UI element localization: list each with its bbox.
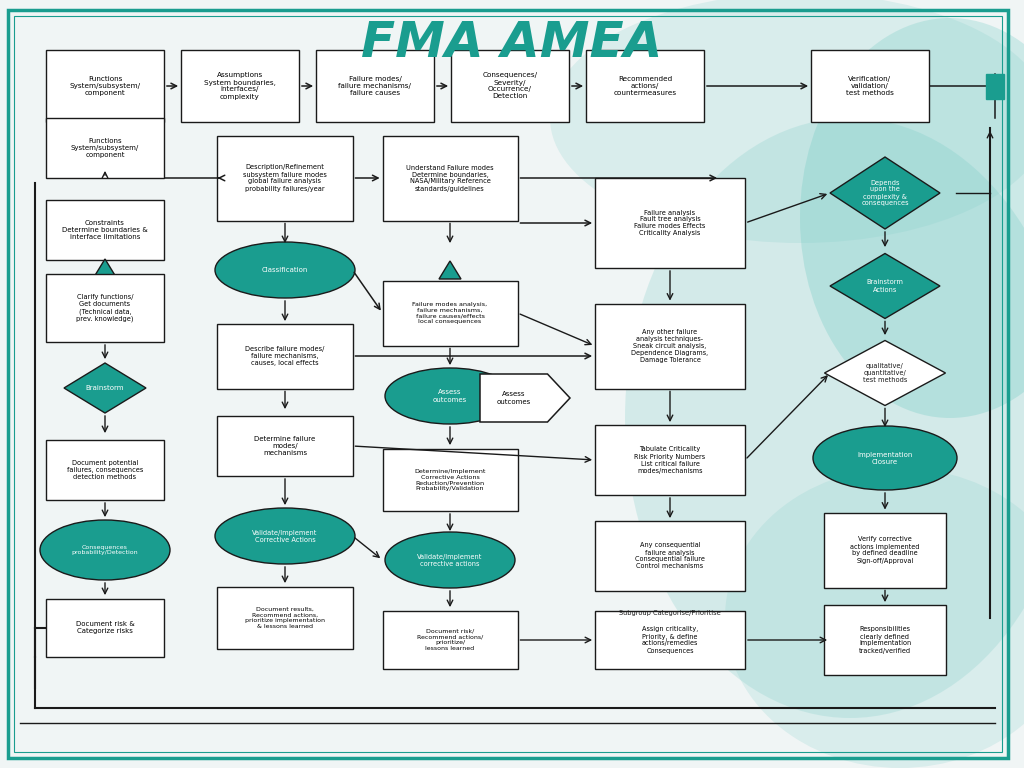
Polygon shape <box>65 363 146 413</box>
FancyBboxPatch shape <box>383 280 517 346</box>
Polygon shape <box>824 340 945 406</box>
FancyBboxPatch shape <box>217 323 352 389</box>
FancyBboxPatch shape <box>383 135 517 220</box>
Text: Describe failure modes/
failure mechanisms,
causes, local effects: Describe failure modes/ failure mechanis… <box>246 346 325 366</box>
Ellipse shape <box>215 508 355 564</box>
Text: Validate/Implement
Corrective Actions: Validate/Implement Corrective Actions <box>252 529 317 542</box>
FancyBboxPatch shape <box>316 50 434 122</box>
FancyBboxPatch shape <box>46 118 164 178</box>
Text: Depends
upon the
complexity &
consequences: Depends upon the complexity & consequenc… <box>861 180 909 207</box>
FancyBboxPatch shape <box>217 416 352 476</box>
Text: Understand Failure modes
Determine boundaries,
NASA/Military Reference
standards: Understand Failure modes Determine bound… <box>407 164 494 191</box>
FancyBboxPatch shape <box>46 50 164 122</box>
FancyBboxPatch shape <box>46 599 164 657</box>
Ellipse shape <box>625 118 1024 718</box>
Text: Document results,
Recommend actions,
prioritize implementation
& lessons learned: Document results, Recommend actions, pri… <box>245 607 325 629</box>
Text: Classification: Classification <box>262 267 308 273</box>
Text: Consequences/
Severity/
Occurrence/
Detection: Consequences/ Severity/ Occurrence/ Dete… <box>482 72 538 100</box>
Text: Any other failure
analysis techniques-
Sneak circuit analysis,
Dependence Diagra: Any other failure analysis techniques- S… <box>632 329 709 363</box>
FancyBboxPatch shape <box>595 611 745 669</box>
Text: Consequences
probability/Detection: Consequences probability/Detection <box>72 545 138 555</box>
Text: Failure modes analysis,
failure mechanisms,
failure causes/effects
local consequ: Failure modes analysis, failure mechanis… <box>413 302 487 324</box>
Text: Recommended
actions/
countermeasures: Recommended actions/ countermeasures <box>613 76 677 96</box>
Ellipse shape <box>385 532 515 588</box>
Ellipse shape <box>40 520 170 580</box>
FancyBboxPatch shape <box>46 274 164 342</box>
Text: Failure analysis
Fault tree analysis
Failure modes Effects
Criticality Analysis: Failure analysis Fault tree analysis Fai… <box>634 210 706 237</box>
Text: FMA AMEA: FMA AMEA <box>361 19 663 67</box>
Polygon shape <box>830 157 940 229</box>
Ellipse shape <box>385 368 515 424</box>
FancyBboxPatch shape <box>586 50 705 122</box>
Text: Assess
outcomes: Assess outcomes <box>497 392 530 405</box>
FancyBboxPatch shape <box>217 587 352 649</box>
Text: Description/Refinement
subsystem failure modes
global failure analysis
probabili: Description/Refinement subsystem failure… <box>243 164 327 191</box>
FancyBboxPatch shape <box>46 440 164 500</box>
Text: Assumptions
System boundaries,
interfaces/
complexity: Assumptions System boundaries, interface… <box>204 72 275 100</box>
Text: Document risk &
Categorize risks: Document risk & Categorize risks <box>76 621 134 634</box>
FancyBboxPatch shape <box>595 425 745 495</box>
Text: qualitative/
quantitative/
test methods: qualitative/ quantitative/ test methods <box>863 363 907 383</box>
Text: Subgroup Categorise/Prioritise: Subgroup Categorise/Prioritise <box>620 610 721 616</box>
Ellipse shape <box>215 242 355 298</box>
Text: Brainstorm
Actions: Brainstorm Actions <box>866 280 903 293</box>
Text: Functions
System/subsystem/
component: Functions System/subsystem/ component <box>70 76 140 96</box>
Text: Functions
System/subsystem/
component: Functions System/subsystem/ component <box>71 138 139 158</box>
Polygon shape <box>439 261 461 279</box>
Text: Assign criticality,
Priority, & define
actions/remedies
Consequences: Assign criticality, Priority, & define a… <box>642 627 698 654</box>
FancyBboxPatch shape <box>595 303 745 389</box>
Text: Constraints
Determine boundaries &
interface limitations: Constraints Determine boundaries & inter… <box>62 220 147 240</box>
FancyBboxPatch shape <box>811 50 929 122</box>
Text: Implementation
Closure: Implementation Closure <box>857 452 912 465</box>
Ellipse shape <box>813 426 957 490</box>
Polygon shape <box>830 253 940 319</box>
Text: Any consequential
failure analysis
Consequential failure
Control mechanisms: Any consequential failure analysis Conse… <box>635 542 705 570</box>
FancyBboxPatch shape <box>46 200 164 260</box>
FancyBboxPatch shape <box>383 449 517 511</box>
Text: Responsibilities
clearly defined
Implementation
tracked/verified: Responsibilities clearly defined Impleme… <box>859 627 911 654</box>
FancyBboxPatch shape <box>595 178 745 268</box>
Text: Document potential
failures, consequences
detection methods: Document potential failures, consequence… <box>67 460 143 480</box>
Text: Document risk/
Recommend actions/
prioritize/
lessons learned: Document risk/ Recommend actions/ priori… <box>417 629 483 651</box>
FancyBboxPatch shape <box>451 50 569 122</box>
Text: Verification/
validation/
test methods: Verification/ validation/ test methods <box>846 76 894 96</box>
Text: Determine failure
modes/
mechanisms: Determine failure modes/ mechanisms <box>254 436 315 456</box>
FancyBboxPatch shape <box>383 611 517 669</box>
FancyBboxPatch shape <box>824 512 945 588</box>
Text: Brainstorm: Brainstorm <box>86 385 124 391</box>
Ellipse shape <box>725 468 1024 768</box>
Text: Determine/Implement
Corrective Actions
Reduction/Prevention
Probability/Validati: Determine/Implement Corrective Actions R… <box>415 468 485 492</box>
Text: Verify corrective
actions implemented
by defined deadline
Sign-off/Approval: Verify corrective actions implemented by… <box>850 537 920 564</box>
Polygon shape <box>480 374 570 422</box>
FancyBboxPatch shape <box>824 605 945 675</box>
Text: Tabulate Criticality
Risk Priority Numbers
List critical failure
modes/mechanism: Tabulate Criticality Risk Priority Numbe… <box>635 446 706 474</box>
Text: Assess
outcomes: Assess outcomes <box>433 389 467 402</box>
FancyBboxPatch shape <box>986 74 1004 98</box>
Text: Failure modes/
failure mechanisms/
failure causes: Failure modes/ failure mechanisms/ failu… <box>339 76 412 96</box>
FancyBboxPatch shape <box>217 135 352 220</box>
Text: Clarify functions/
Get documents
(Technical data,
prev. knowledge): Clarify functions/ Get documents (Techni… <box>76 294 134 322</box>
Ellipse shape <box>800 18 1024 418</box>
Text: Validate/Implement
corrective actions: Validate/Implement corrective actions <box>418 554 482 567</box>
FancyBboxPatch shape <box>595 521 745 591</box>
FancyBboxPatch shape <box>181 50 299 122</box>
Ellipse shape <box>550 0 1024 243</box>
Polygon shape <box>94 259 116 277</box>
